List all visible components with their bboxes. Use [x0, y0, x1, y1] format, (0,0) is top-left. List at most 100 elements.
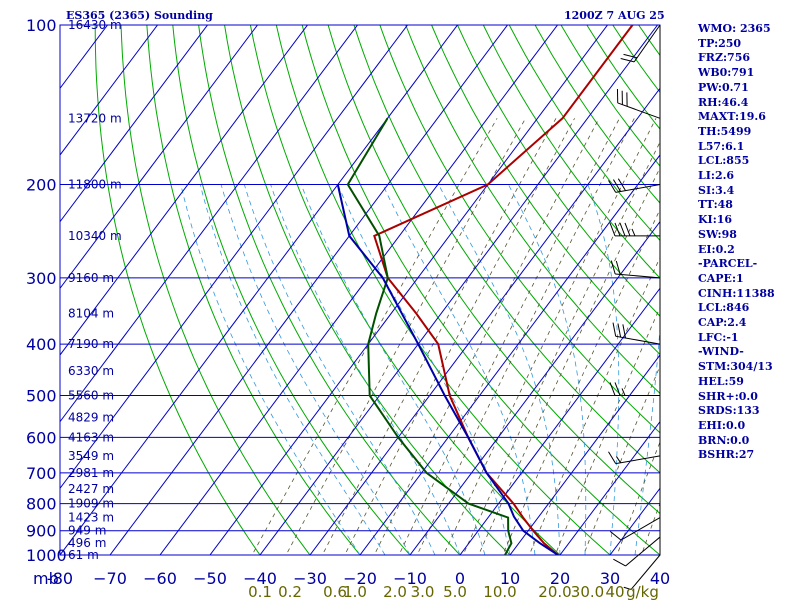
stat-item: CAPE:1 — [698, 271, 744, 285]
mixing-ratio-label: 10.0 — [483, 583, 516, 600]
height-label: 13720 m — [68, 111, 122, 125]
dry-adiabat — [534, 25, 660, 204]
stat-item: WMO: 2365 — [698, 22, 771, 35]
dry-adiabat — [198, 25, 461, 555]
moist-adiabat — [382, 184, 536, 555]
isotherm — [60, 25, 459, 555]
pressure-tick-label: 200 — [26, 176, 57, 195]
isotherm — [109, 25, 509, 555]
mixing-ratio-label: 0.1 — [248, 583, 272, 600]
temperature-tick-label: −20 — [343, 569, 377, 588]
temperature-tick-label: −60 — [143, 569, 177, 588]
pressure-tick-label: 300 — [26, 269, 57, 288]
wind-barb-flag — [609, 382, 616, 396]
dewpoint-trace — [346, 117, 513, 555]
wind-barb-flag — [614, 222, 621, 237]
isotherm — [60, 25, 209, 223]
moist-adiabat — [180, 184, 361, 555]
wind-barb-flag — [619, 222, 626, 237]
wind-barb-flag — [615, 260, 621, 275]
wind-barb — [609, 517, 661, 541]
mixing-ratio-line — [344, 118, 575, 555]
mixing-ratio-line — [398, 118, 620, 555]
pressure-tick-label: 700 — [26, 464, 57, 483]
isotherm — [559, 420, 660, 555]
wind-barb-flag — [626, 92, 628, 107]
wind-barb-shaft — [615, 455, 661, 465]
pressure-tick-label: 400 — [26, 335, 57, 354]
isotherm — [409, 220, 660, 555]
stat-item: CAP:2.4 — [698, 316, 747, 330]
stat-item: STM:304/13 — [698, 360, 773, 374]
stat-item: MAXT:19.6 — [698, 110, 766, 124]
temperature-tick-label: -80 — [47, 569, 73, 588]
height-label: 949 m — [68, 524, 106, 538]
wind-barb-flag — [623, 53, 638, 59]
moist-adiabat — [300, 184, 486, 555]
stat-item: L57:6.1 — [698, 139, 745, 153]
mixing-ratio-line — [554, 306, 660, 555]
dry-adiabat — [146, 25, 361, 555]
mixing-ratio-label: 30.0 — [571, 583, 604, 600]
isobars — [59, 24, 661, 556]
dry-adiabat — [120, 25, 311, 555]
temperature-tick-label: −50 — [193, 569, 227, 588]
wind-barb-shaft — [625, 536, 661, 567]
moist-adiabat — [199, 184, 386, 555]
wind-barb — [616, 89, 661, 119]
stat-item: BSHR:27 — [698, 448, 755, 462]
height-label: 1909 m — [68, 497, 114, 511]
stat-item: SI:3.4 — [698, 183, 735, 197]
pressure-tick-label: 600 — [26, 428, 57, 447]
mixing-ratio-label: 2.0 — [383, 583, 407, 600]
wind-barb-flag — [617, 323, 622, 338]
isotherm — [60, 25, 259, 290]
wind-barb-flag — [614, 382, 621, 396]
stat-item: LFC:-1 — [698, 330, 739, 344]
parcel-trace — [336, 184, 559, 555]
temperature-tick-label: −70 — [93, 569, 127, 588]
stat-item: SRDS:133 — [698, 404, 760, 418]
dry-adiabat — [560, 25, 660, 167]
height-label: 496 m — [68, 536, 106, 550]
dry-adiabat — [405, 25, 660, 395]
dry-adiabat — [249, 25, 561, 555]
temperature-tick-label: −30 — [293, 569, 327, 588]
sounding-traces — [336, 25, 634, 555]
stat-item: EHI:0.0 — [698, 418, 746, 432]
isotherm — [459, 287, 660, 555]
pressure-tick-label: 100 — [26, 16, 57, 35]
wind-barb — [613, 536, 661, 567]
height-label: 2427 m — [68, 482, 114, 496]
isotherm — [60, 25, 309, 356]
mixing-ratio-label: 40 — [605, 583, 624, 600]
height-label: 1423 m — [68, 511, 114, 525]
wind-barb-half — [621, 388, 626, 396]
isotherm — [509, 354, 660, 555]
wind-barb-flag — [612, 179, 622, 192]
temperature-tick-label: 40 — [650, 569, 670, 588]
moist-adiabats — [180, 184, 660, 555]
dry-adiabats — [94, 25, 660, 555]
stat-item: SHR+:0.0 — [698, 389, 758, 403]
wind-barb-half — [616, 456, 622, 464]
height-label: 16430 m — [68, 18, 122, 32]
dry-adiabat — [379, 25, 660, 434]
isotherm — [60, 25, 409, 490]
dry-adiabat — [224, 25, 511, 555]
wind-barb-shaft — [615, 335, 661, 345]
isotherm — [359, 154, 660, 555]
moist-adiabat — [243, 184, 436, 555]
dry-adiabat — [172, 25, 411, 555]
wind-barb — [623, 554, 661, 590]
wind-barbs — [608, 24, 661, 590]
wind-barb — [612, 322, 661, 345]
dry-adiabat — [431, 25, 660, 356]
stat-item: SW:98 — [698, 227, 737, 241]
height-label: 10340 m — [68, 229, 122, 243]
isotherm — [259, 25, 659, 555]
chart-title: ES365 (2365) Sounding — [66, 9, 213, 22]
